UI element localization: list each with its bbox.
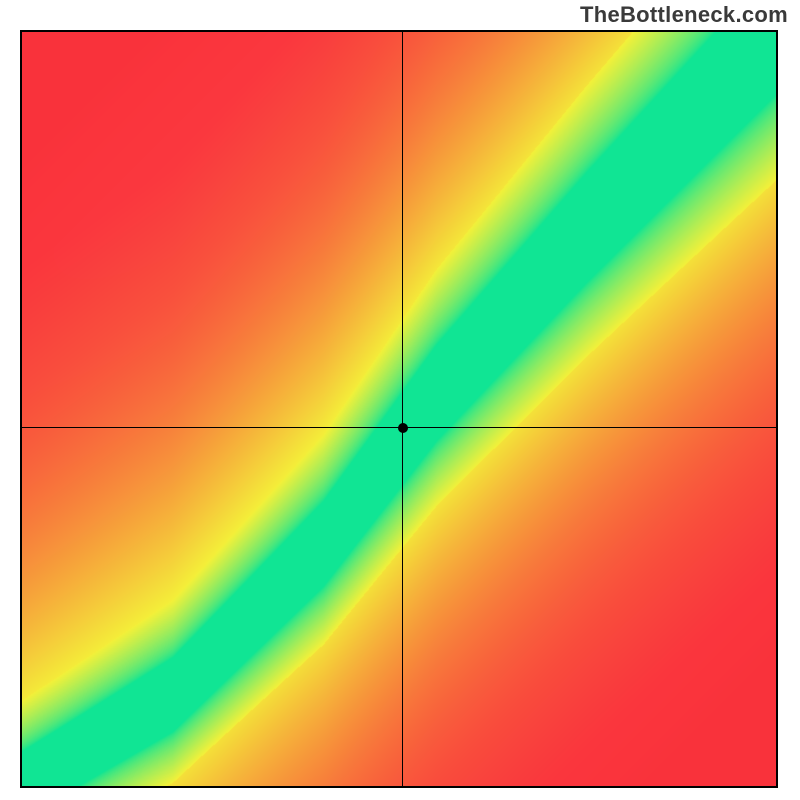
chart-container: TheBottleneck.com <box>0 0 800 800</box>
watermark-text: TheBottleneck.com <box>580 2 788 28</box>
heatmap-surface <box>22 32 776 786</box>
data-point-marker <box>398 423 408 433</box>
crosshair-vertical <box>402 32 403 786</box>
